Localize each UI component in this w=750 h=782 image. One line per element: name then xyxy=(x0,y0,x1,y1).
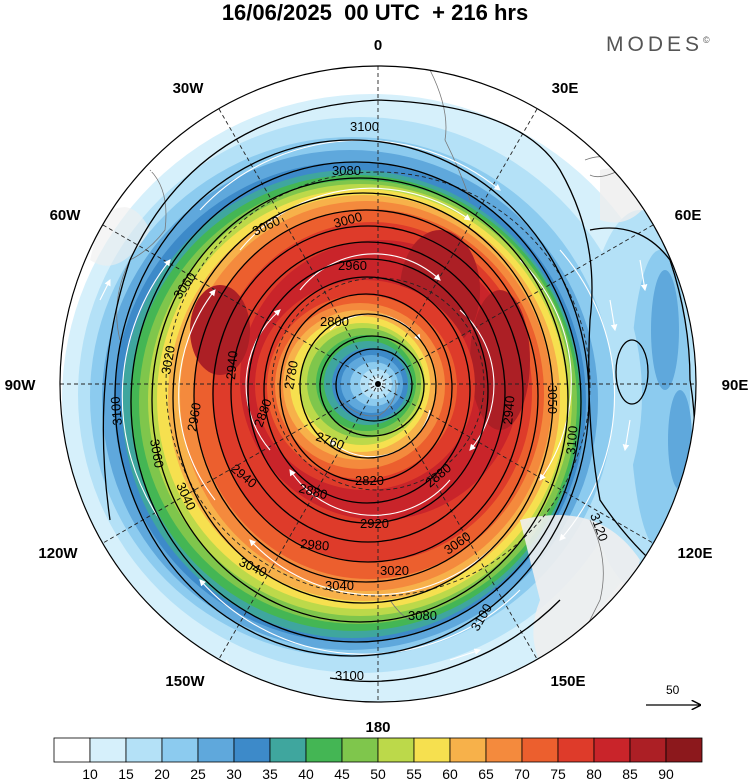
colorbar-swatch xyxy=(629,737,667,763)
colorbar-tick-label: 30 xyxy=(226,766,242,782)
contour-label: 2940 xyxy=(223,350,240,380)
colorbar-swatch xyxy=(53,737,91,763)
wind-speed-fill xyxy=(60,66,696,702)
height-contours xyxy=(102,99,696,683)
brand-name: MODES xyxy=(606,33,704,56)
lon-label-120e: 120E xyxy=(677,545,712,562)
colorbar-tick-label: 70 xyxy=(514,766,530,782)
contour-label: 2920 xyxy=(360,516,389,531)
lon-label-60w: 60W xyxy=(50,207,82,224)
contour-label: 3100 xyxy=(563,425,580,455)
colorbar xyxy=(53,737,703,763)
contour-label: 2820 xyxy=(355,473,384,488)
colorbar-tick-label: 25 xyxy=(190,766,206,782)
colorbar-tick-label: 10 xyxy=(82,766,98,782)
colorbar-swatch xyxy=(341,737,379,763)
contour-label: 3020 xyxy=(158,344,178,375)
lon-label-180: 180 xyxy=(365,719,390,736)
lon-label-30w: 30W xyxy=(173,80,205,97)
colorbar-swatch xyxy=(305,737,343,763)
contour-label: 2780 xyxy=(281,359,301,390)
lon-label-150e: 150E xyxy=(550,673,585,690)
colorbar-tick-label: 75 xyxy=(550,766,566,782)
contour-label: 2880 xyxy=(297,480,329,502)
copyright-mark: © xyxy=(703,35,710,45)
colorbar-swatch xyxy=(521,737,559,763)
wind-vectors xyxy=(99,90,648,666)
colorbar-swatch xyxy=(593,737,631,763)
reference-vector-label: 50 xyxy=(666,683,680,697)
chart-title: 16/06/2025 00 UTC + 216 hrs xyxy=(221,0,529,25)
contour-label: 2940 xyxy=(500,395,517,425)
colorbar-swatch xyxy=(413,737,451,763)
lon-label-150w: 150W xyxy=(165,673,205,690)
south-pole-marker xyxy=(375,381,381,387)
colorbar-swatch xyxy=(377,737,415,763)
colorbar-swatch xyxy=(197,737,235,763)
colorbar-swatch xyxy=(665,737,703,763)
colorbar-tick-label: 40 xyxy=(298,766,314,782)
colorbar-tick-label: 35 xyxy=(262,766,278,782)
contour-label: 3080 xyxy=(332,163,361,178)
map-boundary xyxy=(59,65,697,703)
lon-label-60e: 60E xyxy=(675,207,702,224)
lon-label-90w: 90W xyxy=(5,377,37,394)
longitude-labels: 0 30E 60E 90E 120E 150E 180 150W 120W 90… xyxy=(5,37,749,736)
contour-label: 3100 xyxy=(335,668,364,683)
colorbar-swatch xyxy=(557,737,595,763)
lon-label-0: 0 xyxy=(374,37,382,54)
colorbar-tick-label: 85 xyxy=(622,766,638,782)
contour-label: 3040 xyxy=(325,578,354,593)
colorbar-swatch xyxy=(161,737,199,763)
colorbar-tick-label: 80 xyxy=(586,766,602,782)
contour-label: 3000 xyxy=(332,209,364,231)
colorbar-tick-label: 90 xyxy=(658,766,674,782)
contour-label: 2800 xyxy=(320,314,349,329)
colorbar-tick-label: 50 xyxy=(370,766,386,782)
lon-label-120w: 120W xyxy=(38,545,78,562)
lon-label-30e: 30E xyxy=(552,80,579,97)
contour-label: 2960 xyxy=(338,258,367,273)
colorbar-swatch xyxy=(233,737,271,763)
colorbar-swatch xyxy=(89,737,127,763)
lon-label-90e: 90E xyxy=(722,377,749,394)
colorbar-tick-label: 45 xyxy=(334,766,350,782)
contour-label: 3060 xyxy=(147,438,167,469)
colorbar-swatch xyxy=(125,737,163,763)
colorbar-swatch xyxy=(449,737,487,763)
contour-label: 3020 xyxy=(380,563,409,578)
contour-label: 3100 xyxy=(108,396,125,426)
colorbar-tick-label: 55 xyxy=(406,766,422,782)
contour-label: 3100 xyxy=(350,119,379,134)
colorbar-tick-label: 15 xyxy=(118,766,134,782)
contour-label: 3080 xyxy=(408,608,437,623)
colorbar-swatch xyxy=(269,737,307,763)
colorbar-tick-label: 65 xyxy=(478,766,494,782)
colorbar-tick-label: 20 xyxy=(154,766,170,782)
colorbar-tick-label: 60 xyxy=(442,766,458,782)
colorbar-swatch xyxy=(485,737,523,763)
contour-label: 3050 xyxy=(545,385,560,414)
brand-logo: MODES© xyxy=(606,33,710,57)
contour-label: 2960 xyxy=(184,401,204,432)
contour-label: 2980 xyxy=(300,536,330,553)
